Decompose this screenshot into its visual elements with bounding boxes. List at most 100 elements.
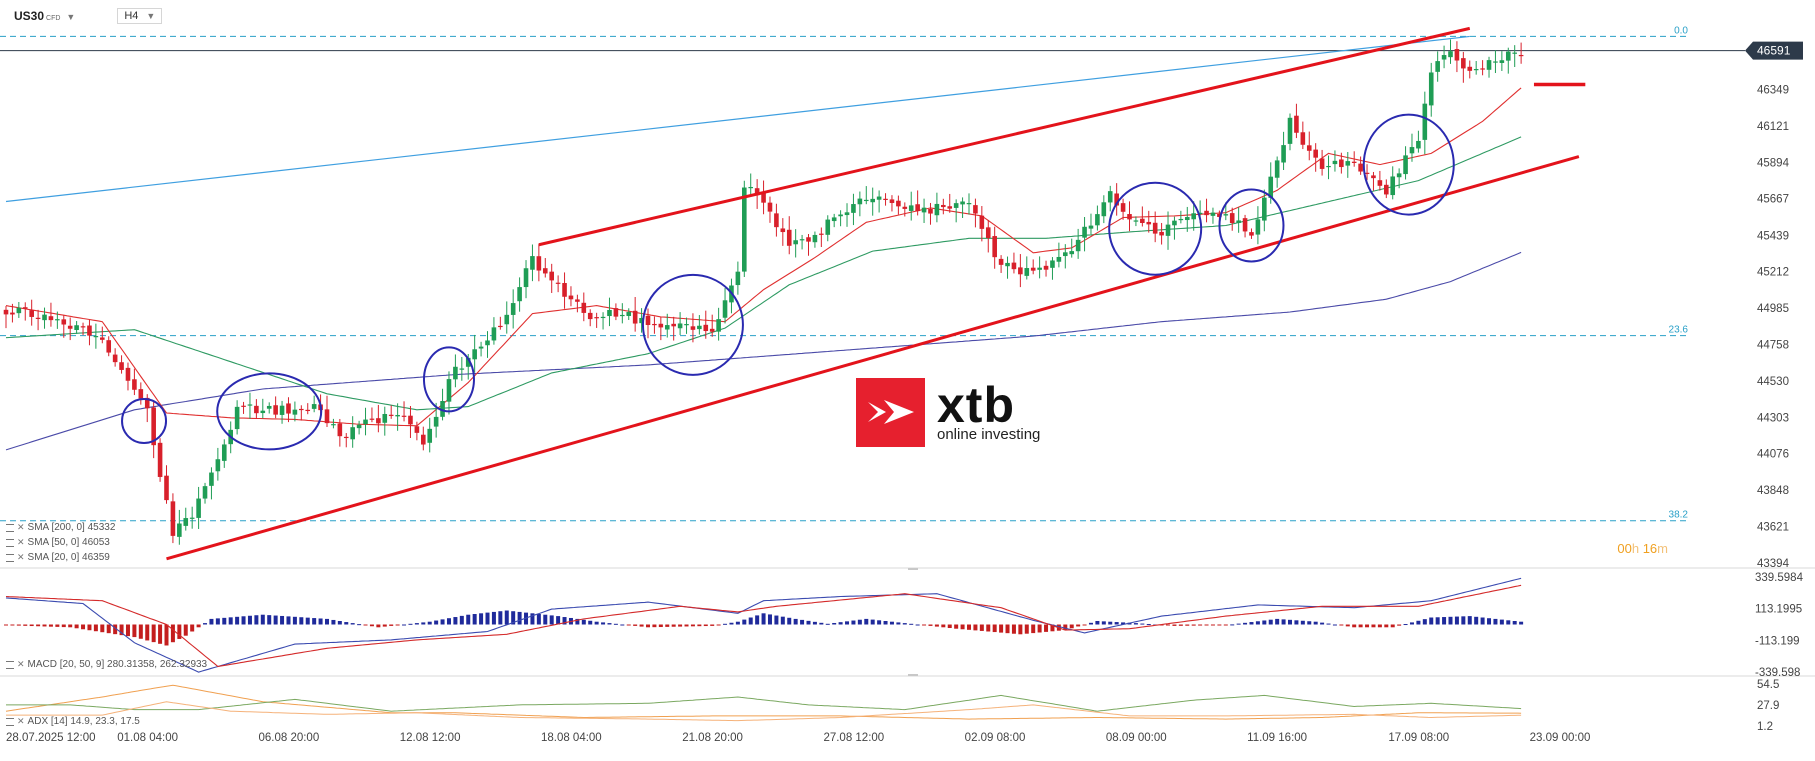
close-icon[interactable]: ✕ xyxy=(17,659,25,669)
macd-histogram-bar xyxy=(241,616,246,625)
candle-body xyxy=(1255,219,1261,235)
price-axis-label: 43621 xyxy=(1757,522,1789,534)
macd-histogram-bar xyxy=(1069,624,1074,629)
macd-histogram-bar xyxy=(1198,624,1203,626)
macd-histogram-bar xyxy=(832,622,837,625)
settings-icon[interactable] xyxy=(6,538,14,547)
settings-icon[interactable] xyxy=(6,717,14,726)
legend-sma20[interactable]: ✕ SMA [20, 0] 46359 xyxy=(6,552,110,563)
candle-body xyxy=(491,327,497,341)
macd-histogram-bar xyxy=(504,610,509,625)
macd-histogram-bar xyxy=(453,617,458,625)
settings-icon[interactable] xyxy=(6,660,14,669)
close-icon[interactable]: ✕ xyxy=(17,716,25,726)
legend-sma200[interactable]: ✕ SMA [200, 0] 45332 xyxy=(6,522,115,533)
legend-sma50[interactable]: ✕ SMA [50, 0] 46053 xyxy=(6,537,110,548)
macd-histogram-bar xyxy=(1114,622,1119,625)
candle-body xyxy=(1030,267,1036,271)
macd-histogram-bar xyxy=(42,624,47,627)
candle-body xyxy=(587,312,593,320)
candle-body xyxy=(1512,52,1517,54)
macd-histogram-bar xyxy=(1512,621,1517,625)
macd-histogram-bar xyxy=(292,616,297,625)
macd-histogram-bar xyxy=(1249,622,1254,625)
macd-histogram-bar xyxy=(1236,623,1241,625)
macd-histogram-bar xyxy=(999,624,1004,633)
macd-histogram-bar xyxy=(48,624,53,627)
candle-body xyxy=(1082,226,1087,238)
candle-body xyxy=(1210,212,1216,216)
candle-body xyxy=(1107,191,1113,203)
symbol-selector[interactable]: US30 CFD ▼ xyxy=(14,9,75,23)
legend-macd-text: MACD [20, 50, 9] 280.31358, 262.32933 xyxy=(27,659,208,670)
candle-body xyxy=(260,410,266,414)
macd-histogram-bar xyxy=(575,618,580,625)
macd-histogram-bar xyxy=(125,624,130,637)
adx-minus-di-line xyxy=(6,701,1522,722)
adx-axis-label: 54.5 xyxy=(1757,679,1779,691)
current-price-value: 46591 xyxy=(1757,44,1791,58)
candle-body xyxy=(594,317,599,319)
macd-histogram-bar xyxy=(466,614,471,625)
close-icon[interactable]: ✕ xyxy=(17,522,25,532)
macd-histogram-bar xyxy=(536,614,541,625)
macd-histogram-bar xyxy=(613,623,618,625)
candle-body xyxy=(3,309,9,315)
macd-histogram-bar xyxy=(729,622,734,625)
macd-histogram-bar xyxy=(1230,624,1235,626)
macd-histogram-bar xyxy=(986,624,991,632)
candle-body xyxy=(1120,203,1126,212)
macd-histogram-bar xyxy=(183,624,188,636)
candle-body xyxy=(138,389,144,399)
candle-body xyxy=(825,219,831,235)
macd-histogram-bar xyxy=(639,624,644,627)
candle-body xyxy=(1480,68,1485,70)
sma20-line xyxy=(5,87,1522,427)
macd-histogram-bar xyxy=(511,611,516,625)
candle-body xyxy=(568,295,574,300)
candle-body xyxy=(279,405,285,415)
candle-body xyxy=(1486,60,1492,70)
macd-histogram-bar xyxy=(967,624,971,630)
candle-body xyxy=(1037,267,1042,270)
macd-histogram-bar xyxy=(1326,623,1331,625)
settings-icon[interactable] xyxy=(6,523,14,532)
adx-plus-di-line xyxy=(6,694,1522,712)
candle-body xyxy=(209,472,214,486)
candle-body xyxy=(331,424,336,426)
macd-histogram-bar xyxy=(100,624,105,633)
time-axis-label: 27.08 12:00 xyxy=(823,732,884,744)
macd-histogram-bar xyxy=(81,624,86,630)
time-axis-label: 08.09 00:00 xyxy=(1106,732,1167,744)
pane-resize-handle[interactable] xyxy=(908,674,918,676)
candle-body xyxy=(542,268,548,274)
settings-icon[interactable] xyxy=(6,553,14,562)
legend-macd[interactable]: ✕ MACD [20, 50, 9] 280.31358, 262.32933 xyxy=(6,659,207,670)
legend-adx[interactable]: ✕ ADX [14] 14.9, 23.3, 17.5 xyxy=(6,716,140,727)
candle-body xyxy=(234,406,240,430)
macd-histogram-bar xyxy=(1377,624,1382,628)
macd-histogram-bar xyxy=(883,621,888,625)
candle-body xyxy=(1274,160,1280,178)
close-icon[interactable]: ✕ xyxy=(17,537,25,547)
pane-resize-handle[interactable] xyxy=(908,568,918,570)
timeframe-selector[interactable]: H4 ▼ xyxy=(117,8,163,24)
macd-histogram-bar xyxy=(4,624,8,626)
candle-countdown: 00h 16m xyxy=(1617,541,1668,556)
highlight-circle xyxy=(216,372,323,451)
candle-body xyxy=(1505,51,1511,61)
current-price-tag-bg xyxy=(1745,41,1803,60)
candle-body xyxy=(1197,212,1203,215)
macd-histogram-bar xyxy=(697,624,702,627)
close-icon[interactable]: ✕ xyxy=(17,552,25,562)
candle-body xyxy=(1024,268,1030,276)
macd-histogram-bar xyxy=(1448,616,1453,625)
current-price-tag[interactable]: 46591 xyxy=(1745,41,1803,60)
candle-body xyxy=(819,233,824,235)
macd-histogram-bar xyxy=(170,624,175,643)
macd-histogram-bar xyxy=(979,624,984,631)
macd-histogram-bar xyxy=(16,624,21,626)
candle-body xyxy=(716,319,721,332)
chart-toolbar: US30 CFD ▼ H4 ▼ xyxy=(14,8,163,24)
